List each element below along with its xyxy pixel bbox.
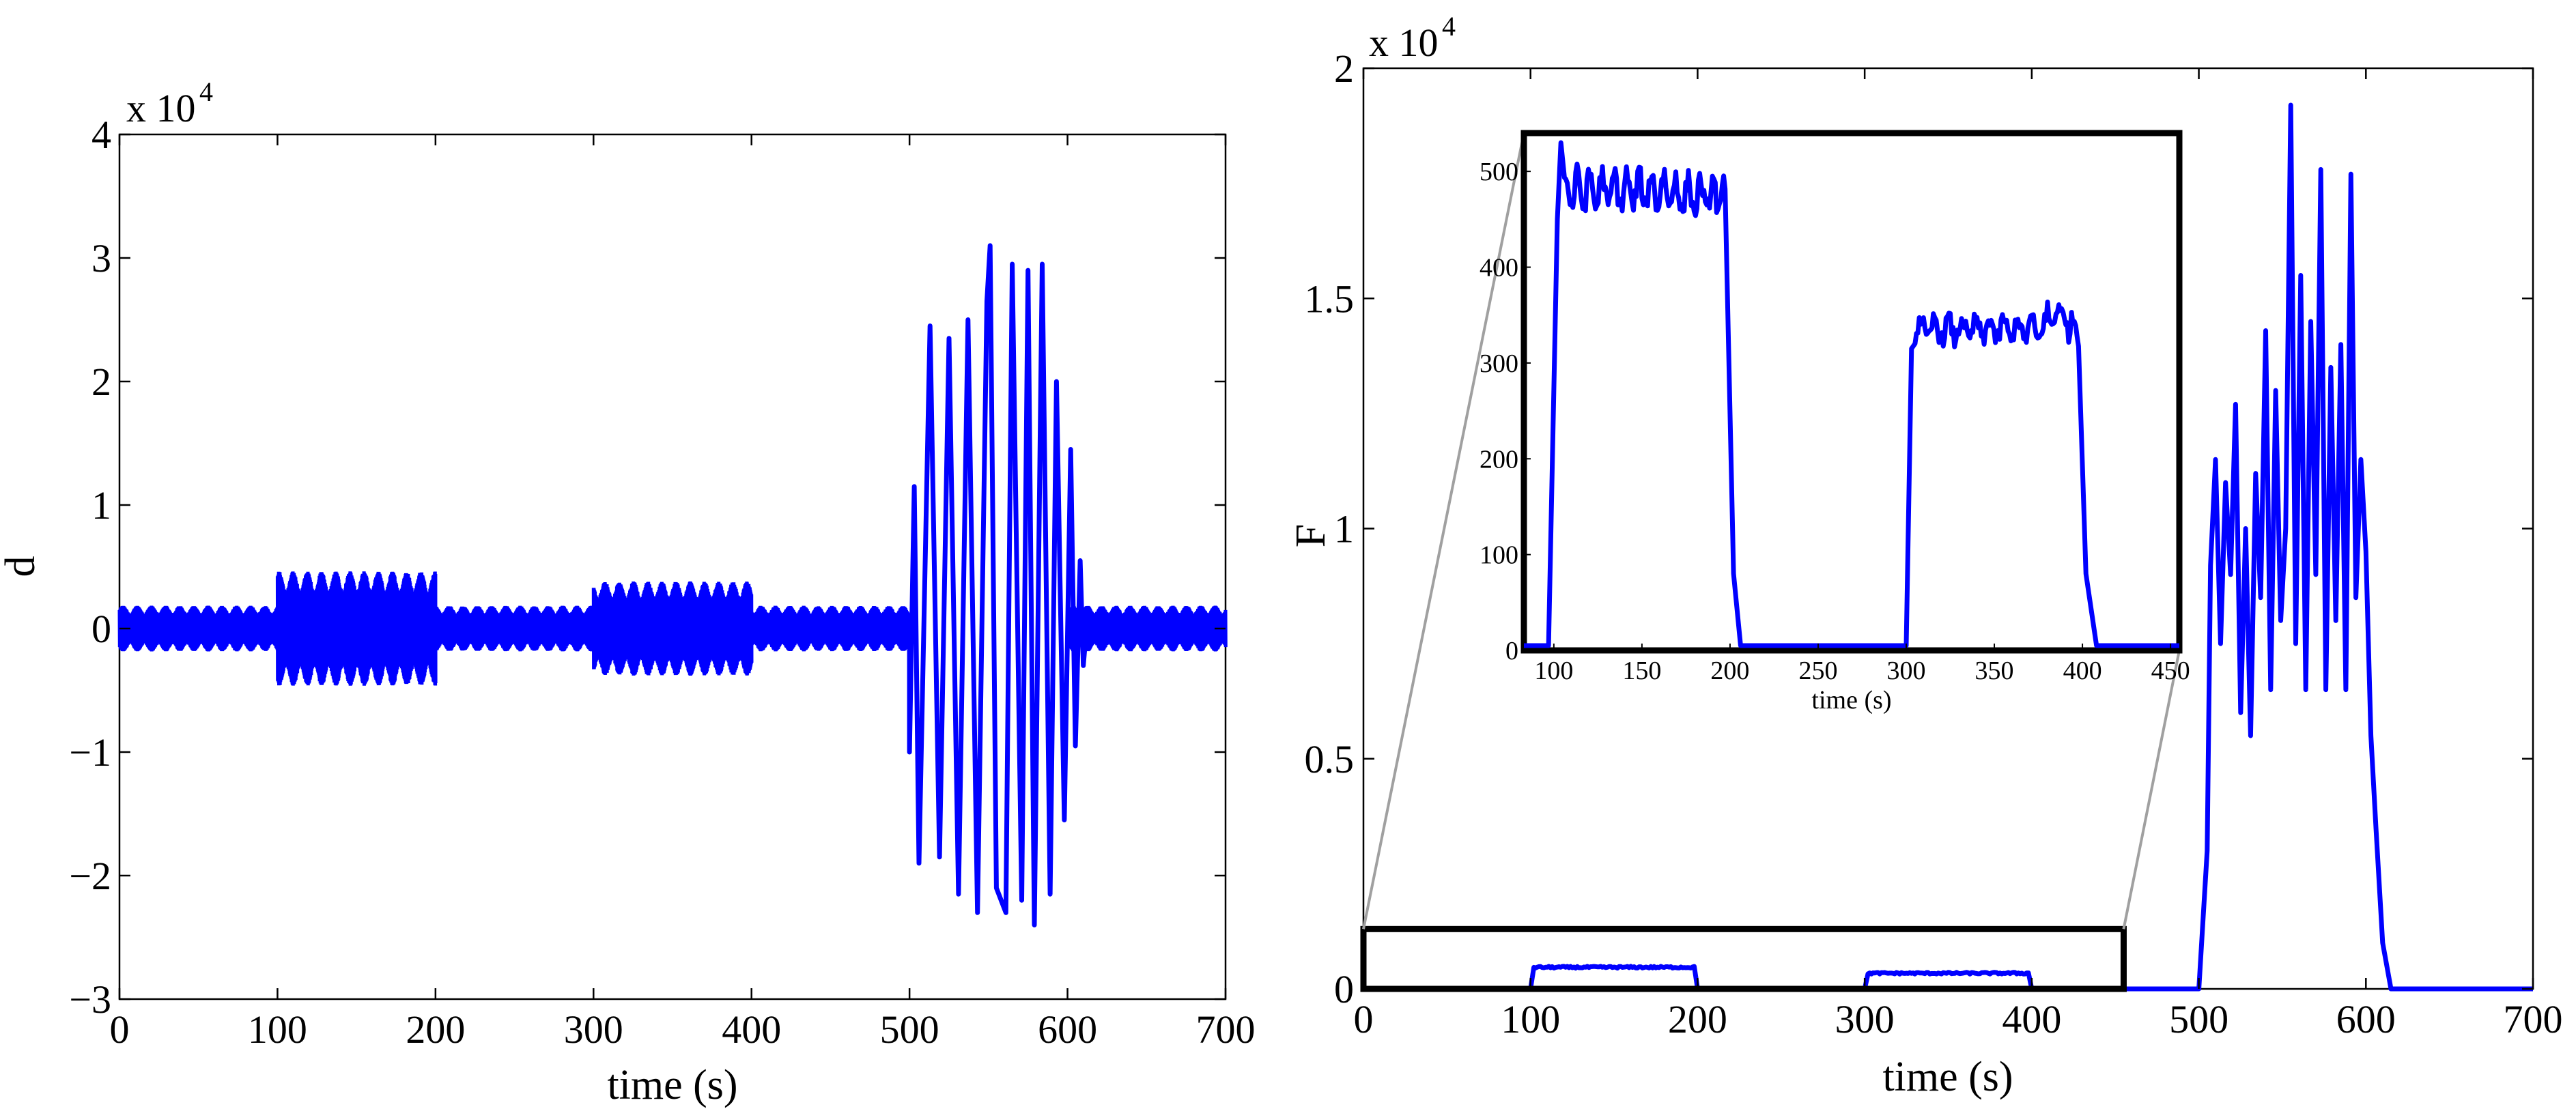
band-segment-0 [117, 605, 280, 652]
inset-y-tick-label: 0 [1505, 637, 1518, 665]
x-tick-label: 600 [2336, 997, 2396, 1041]
y-tick-label: 3 [91, 236, 111, 280]
x-tick-label: 300 [1835, 997, 1895, 1041]
x-axis-label-left: time (s) [607, 1062, 737, 1108]
inset-x-tick-label: 100 [1534, 657, 1573, 685]
series-d [117, 243, 1228, 927]
x-tick-label: 100 [1501, 997, 1560, 1041]
zoom-region-box [1360, 925, 2127, 992]
oscillation-line [907, 243, 1089, 927]
y-axis-label-left: d [0, 556, 44, 577]
x-tick-label: 100 [248, 1007, 307, 1052]
y-ticks-left: −3 −2 −1 0 1 2 3 4 [69, 113, 1226, 1022]
x-tick-label: 0 [110, 1007, 130, 1052]
band-segment-5 [1066, 605, 1228, 652]
y-tick-label: −2 [69, 854, 111, 898]
inset-x-tick-label: 300 [1887, 657, 1926, 685]
svg-text:4: 4 [199, 76, 213, 107]
y-tick-label: 4 [91, 113, 111, 157]
series-F [1363, 102, 2533, 992]
chart-displacement: 0 100 200 300 400 500 600 700 −3 −2 −1 0 1 2 3 4 time … [0, 76, 1256, 1108]
inset-x-tick-label: 400 [2063, 657, 2102, 685]
x-tick-label: 400 [2002, 997, 2061, 1041]
y-axis-label-right: F [1288, 524, 1334, 547]
y-tick-label: 0 [91, 607, 111, 651]
x-tick-label: 600 [1038, 1007, 1097, 1052]
inset-plot-area [1520, 130, 2183, 654]
inset-x-axis-label: time (s) [1811, 686, 1891, 715]
inset-y-tick-label: 300 [1480, 349, 1518, 378]
y-multiplier-right: x 10 4 [1369, 11, 1456, 65]
zoom-connector-left [1362, 132, 1525, 930]
inset-y-ticks: 0 100 200 300 400 500 [1480, 158, 1531, 665]
inset-x-tick-label: 450 [2151, 657, 2190, 685]
svg-text:x 10: x 10 [1369, 20, 1439, 65]
chart-force: 0 100 200 300 400 500 600 700 0 0.5 1 1.5 2 time (s… [1288, 11, 2563, 1100]
y-tick-label: 0.5 [1305, 737, 1355, 781]
inset-x-ticks: 100 150 200 250 300 350 400 450 [1534, 644, 2190, 685]
x-ticks-left: 0 100 200 300 400 500 600 700 [110, 134, 1256, 1052]
y-tick-label: −1 [69, 730, 111, 775]
y-tick-label: 1.5 [1305, 276, 1355, 321]
inset-y-tick-label: 400 [1480, 254, 1518, 283]
y-tick-label: 1 [1334, 507, 1354, 551]
x-axis-label-right: time (s) [1882, 1054, 2013, 1100]
inset-y-tick-label: 100 [1480, 541, 1518, 570]
x-tick-label: 400 [722, 1007, 781, 1052]
x-tick-label: 300 [564, 1007, 623, 1052]
y-tick-label: 0 [1334, 967, 1354, 1011]
inset-y-tick-label: 500 [1480, 158, 1518, 186]
x-ticks-right: 0 100 200 300 400 500 600 700 [1354, 68, 2563, 1041]
band-segment-3 [591, 581, 754, 676]
band-segment-1 [275, 571, 438, 686]
inset-x-tick-label: 150 [1622, 657, 1661, 685]
zoom-connector-right [2122, 650, 2181, 930]
inset-x-tick-label: 200 [1710, 657, 1749, 685]
y-tick-label: 2 [91, 360, 111, 404]
y-tick-label: 1 [91, 483, 111, 528]
inset-x-tick-label: 250 [1798, 657, 1837, 685]
force-line [1363, 102, 2533, 992]
x-tick-label: 500 [880, 1007, 939, 1052]
inset-x-tick-label: 350 [1975, 657, 2014, 685]
y-multiplier-left: x 10 4 [126, 76, 213, 130]
band-segment-4 [750, 605, 911, 652]
svg-text:4: 4 [1442, 11, 1456, 42]
x-tick-label: 700 [2504, 997, 2563, 1041]
y-tick-label: 2 [1334, 46, 1354, 91]
x-tick-label: 500 [2169, 997, 2228, 1041]
x-tick-label: 0 [1354, 997, 1374, 1041]
x-tick-label: 700 [1196, 1007, 1256, 1052]
inset-chart: 100 150 200 250 300 350 400 450 0 100 200 300 400 50… [1480, 130, 2190, 715]
y-tick-label: −3 [69, 977, 111, 1022]
inset-y-tick-label: 200 [1480, 445, 1518, 474]
band-segment-2 [434, 605, 596, 652]
x-tick-label: 200 [406, 1007, 465, 1052]
y-ticks-right: 0 0.5 1 1.5 2 [1305, 46, 2533, 1011]
svg-text:x 10: x 10 [126, 86, 196, 130]
x-tick-label: 200 [1668, 997, 1727, 1041]
